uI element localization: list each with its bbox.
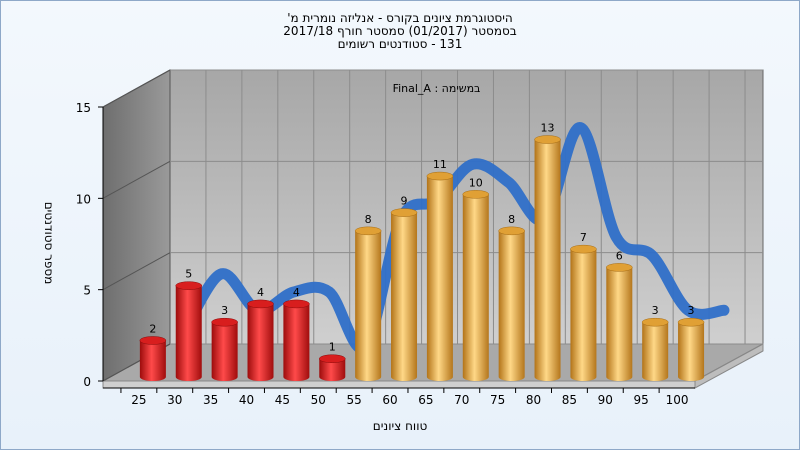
histogram-bar bbox=[139, 336, 167, 381]
histogram-bar bbox=[677, 317, 705, 381]
bar-value-label: 11 bbox=[433, 158, 447, 171]
x-tick-label: 75 bbox=[490, 393, 505, 407]
x-tick-label: 100 bbox=[666, 393, 689, 407]
bar-body bbox=[139, 340, 166, 381]
x-tick-label: 40 bbox=[239, 393, 254, 407]
bar-value-label: 9 bbox=[401, 195, 408, 208]
bar-body bbox=[319, 358, 346, 381]
bar-body bbox=[498, 230, 525, 381]
histogram-bar bbox=[175, 281, 203, 381]
histogram-bar bbox=[283, 299, 310, 381]
bar-top bbox=[641, 317, 669, 327]
y-tick-label: 10 bbox=[76, 192, 91, 206]
x-tick-label: 70 bbox=[454, 393, 469, 407]
bar-top bbox=[390, 208, 418, 217]
gridline-side bbox=[102, 252, 171, 291]
x-tick-label: 90 bbox=[598, 393, 613, 407]
bar-top bbox=[175, 281, 203, 290]
x-tick-label: 45 bbox=[275, 393, 290, 407]
bar-top bbox=[462, 190, 490, 199]
bar-value-label: 13 bbox=[541, 122, 555, 135]
x-tick-label: 35 bbox=[203, 393, 218, 407]
bar-value-label: 3 bbox=[688, 304, 695, 317]
x-tick-label: 50 bbox=[311, 393, 326, 407]
chart-floor-side-edge bbox=[694, 343, 764, 389]
bar-value-label: 2 bbox=[149, 322, 156, 335]
bar-top bbox=[247, 299, 274, 309]
bar-body bbox=[283, 303, 310, 381]
y-axis-title: מספר סטודנטים bbox=[42, 202, 56, 285]
x-tick-label: 55 bbox=[347, 393, 362, 407]
x-axis-title: טווח ציונים bbox=[373, 419, 428, 433]
histogram-bar bbox=[426, 171, 454, 381]
bar-top bbox=[498, 226, 525, 236]
histogram-bar bbox=[247, 299, 274, 381]
bar-value-label: 5 bbox=[185, 268, 192, 281]
x-tick-label: 60 bbox=[382, 393, 397, 407]
histogram-bar bbox=[319, 354, 346, 381]
x-tick-label: 95 bbox=[634, 393, 649, 407]
bar-value-label: 8 bbox=[508, 213, 515, 226]
chart-title-line-1: היסטוגרמת ציונים בקורס - אנליזה נומרית מ… bbox=[287, 11, 513, 25]
bar-top bbox=[354, 226, 382, 236]
gridline-side bbox=[102, 69, 171, 108]
bar-body bbox=[391, 212, 418, 381]
bar-body bbox=[175, 285, 202, 381]
x-tick-label: 65 bbox=[418, 393, 433, 407]
bar-top bbox=[677, 317, 705, 327]
bar-body bbox=[462, 194, 489, 381]
histogram-bar bbox=[498, 226, 525, 381]
chart-title-line-3: 131 - סטודנטים רשומים bbox=[337, 37, 463, 51]
histogram-bar bbox=[641, 317, 669, 381]
bar-body bbox=[211, 322, 238, 381]
y-tick-label: 0 bbox=[83, 375, 91, 389]
bar-value-label: 1 bbox=[329, 341, 336, 354]
bar-value-label: 8 bbox=[365, 213, 372, 226]
histogram-bar bbox=[390, 208, 418, 381]
bar-body bbox=[642, 322, 669, 381]
x-tick-label: 30 bbox=[167, 393, 182, 407]
chart-floor-front-edge bbox=[102, 380, 696, 389]
y-tick-label: 5 bbox=[83, 284, 91, 298]
bar-body bbox=[247, 303, 274, 381]
bar-body bbox=[606, 267, 633, 381]
bar-value-label: 4 bbox=[257, 286, 264, 299]
histogram-bar bbox=[570, 244, 597, 381]
bar-top bbox=[139, 336, 167, 345]
bar-value-label: 3 bbox=[221, 304, 228, 317]
bar-top bbox=[426, 171, 454, 181]
bar-top bbox=[319, 354, 346, 363]
histogram-bar bbox=[534, 135, 561, 381]
bar-top bbox=[534, 135, 561, 144]
x-tick-label: 25 bbox=[131, 393, 146, 407]
histogram-bar bbox=[354, 226, 382, 381]
histogram-bar bbox=[606, 263, 633, 381]
bar-top bbox=[570, 244, 597, 254]
x-tick-label: 80 bbox=[526, 393, 541, 407]
bar-top bbox=[211, 317, 238, 327]
trend-line bbox=[180, 122, 730, 355]
gridline-side bbox=[102, 160, 171, 199]
chart-title-line-2: בסמסטר (01/2017) סמסטר חורף 2017/18 bbox=[283, 24, 517, 38]
bar-body bbox=[570, 249, 597, 381]
bar-body bbox=[426, 176, 453, 381]
bar-body bbox=[534, 139, 561, 381]
histogram-bar bbox=[462, 190, 490, 381]
bar-value-label: 7 bbox=[580, 231, 587, 244]
bar-value-label: 10 bbox=[469, 176, 483, 189]
chart-left-wall bbox=[102, 69, 171, 382]
bar-body bbox=[355, 230, 382, 381]
bar-top bbox=[283, 299, 310, 309]
bar-value-label: 4 bbox=[293, 286, 300, 299]
histogram-bar bbox=[211, 317, 238, 381]
bar-value-label: 3 bbox=[652, 304, 659, 317]
plot-title: Final_A : במשימה bbox=[393, 82, 481, 95]
bar-top bbox=[606, 263, 633, 272]
bar-value-label: 6 bbox=[616, 249, 623, 262]
x-tick-label: 85 bbox=[562, 393, 577, 407]
y-tick-label: 15 bbox=[76, 101, 91, 115]
bar-body bbox=[678, 322, 705, 381]
